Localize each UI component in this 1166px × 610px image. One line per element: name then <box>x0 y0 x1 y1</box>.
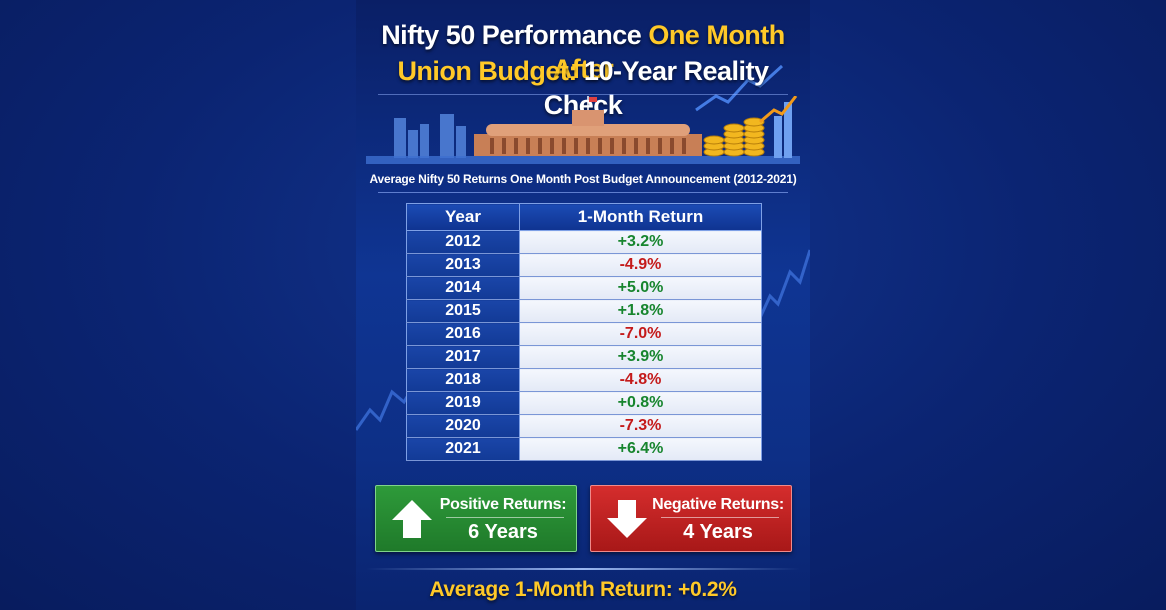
chart-subtitle: Average Nifty 50 Returns One Month Post … <box>369 172 797 186</box>
return-cell: +5.0% <box>519 276 762 300</box>
negative-label-divider <box>661 517 779 518</box>
positive-returns-box: Positive Returns: 6 Years <box>375 485 577 552</box>
table-row: 2018 -4.8% <box>406 368 762 392</box>
return-cell: -4.8% <box>519 368 762 392</box>
return-cell: -7.0% <box>519 322 762 346</box>
year-cell: 2020 <box>406 414 520 438</box>
column-header-year: Year <box>406 203 520 231</box>
return-cell: +3.9% <box>519 345 762 369</box>
year-cell: 2019 <box>406 391 520 415</box>
negative-returns-label: Negative Returns: <box>652 496 784 513</box>
arrow-up-icon <box>392 500 432 538</box>
title-gold-part: One Month After <box>552 20 786 84</box>
year-cell: 2012 <box>406 230 520 254</box>
return-cell: +3.2% <box>519 230 762 254</box>
average-return: Average 1-Month Return: +0.2% <box>429 578 737 601</box>
year-cell: 2014 <box>406 276 520 300</box>
table-row: 2021 +6.4% <box>406 437 762 461</box>
positive-returns-label: Positive Returns: <box>439 496 567 513</box>
negative-returns-box: Negative Returns: 4 Years <box>590 485 792 552</box>
table-row: 2015 +1.8% <box>406 299 762 323</box>
year-cell: 2015 <box>406 299 520 323</box>
positive-returns-value: 6 Years <box>468 521 538 543</box>
year-cell: 2016 <box>406 322 520 346</box>
title-line-1: Nifty 50 Performance One Month After <box>356 18 810 86</box>
table-row: 2014 +5.0% <box>406 276 762 300</box>
return-cell: +0.8% <box>519 391 762 415</box>
subtitle-divider <box>378 192 788 193</box>
table-row: 2020 -7.3% <box>406 414 762 438</box>
return-cell: +1.8% <box>519 299 762 323</box>
positive-label-divider <box>446 517 564 518</box>
infographic-poster: Nifty 50 Performance One Month After Uni… <box>356 0 810 610</box>
table-row: 2016 -7.0% <box>406 322 762 346</box>
table-row: 2013 -4.9% <box>406 253 762 277</box>
table-row: 2017 +3.9% <box>406 345 762 369</box>
returns-table: Year 1-Month Return 2012 +3.2% 2013 -4.9% 20… <box>406 203 762 461</box>
column-header-return: 1-Month Return <box>519 203 762 231</box>
table-row: 2019 +0.8% <box>406 391 762 415</box>
background-trend-graphic <box>356 64 810 431</box>
arrow-down-icon <box>607 500 647 538</box>
table-body: 2012 +3.2% 2013 -4.9% 2014 +5.0% 2015 +1.8% 2016… <box>406 230 762 461</box>
parliament-skyline-illustration <box>366 96 800 164</box>
year-cell: 2018 <box>406 368 520 392</box>
table-header-row: Year 1-Month Return <box>406 203 762 231</box>
city-buildings-icon <box>394 114 466 158</box>
table-row: 2012 +3.2% <box>406 230 762 254</box>
year-cell: 2017 <box>406 345 520 369</box>
parliament-icon <box>474 96 702 156</box>
title-gold-part-2: Union Budget: <box>397 56 577 86</box>
negative-returns-value: 4 Years <box>683 521 753 543</box>
gold-coins-icon <box>703 117 765 157</box>
return-cell: +6.4% <box>519 437 762 461</box>
title-white-part: Nifty 50 Performance <box>381 20 642 50</box>
return-cell: -4.9% <box>519 253 762 277</box>
title-line-2: Union Budget: 10-Year Reality Check <box>356 54 810 122</box>
return-cell: -7.3% <box>519 414 762 438</box>
title-white-part-2: 10-Year Reality Check <box>543 56 769 120</box>
year-cell: 2021 <box>406 437 520 461</box>
bottom-divider <box>366 568 800 570</box>
year-cell: 2013 <box>406 253 520 277</box>
orange-trend-arrow-icon <box>759 96 798 124</box>
title-divider <box>378 94 788 95</box>
growth-bars-icon <box>774 102 792 158</box>
